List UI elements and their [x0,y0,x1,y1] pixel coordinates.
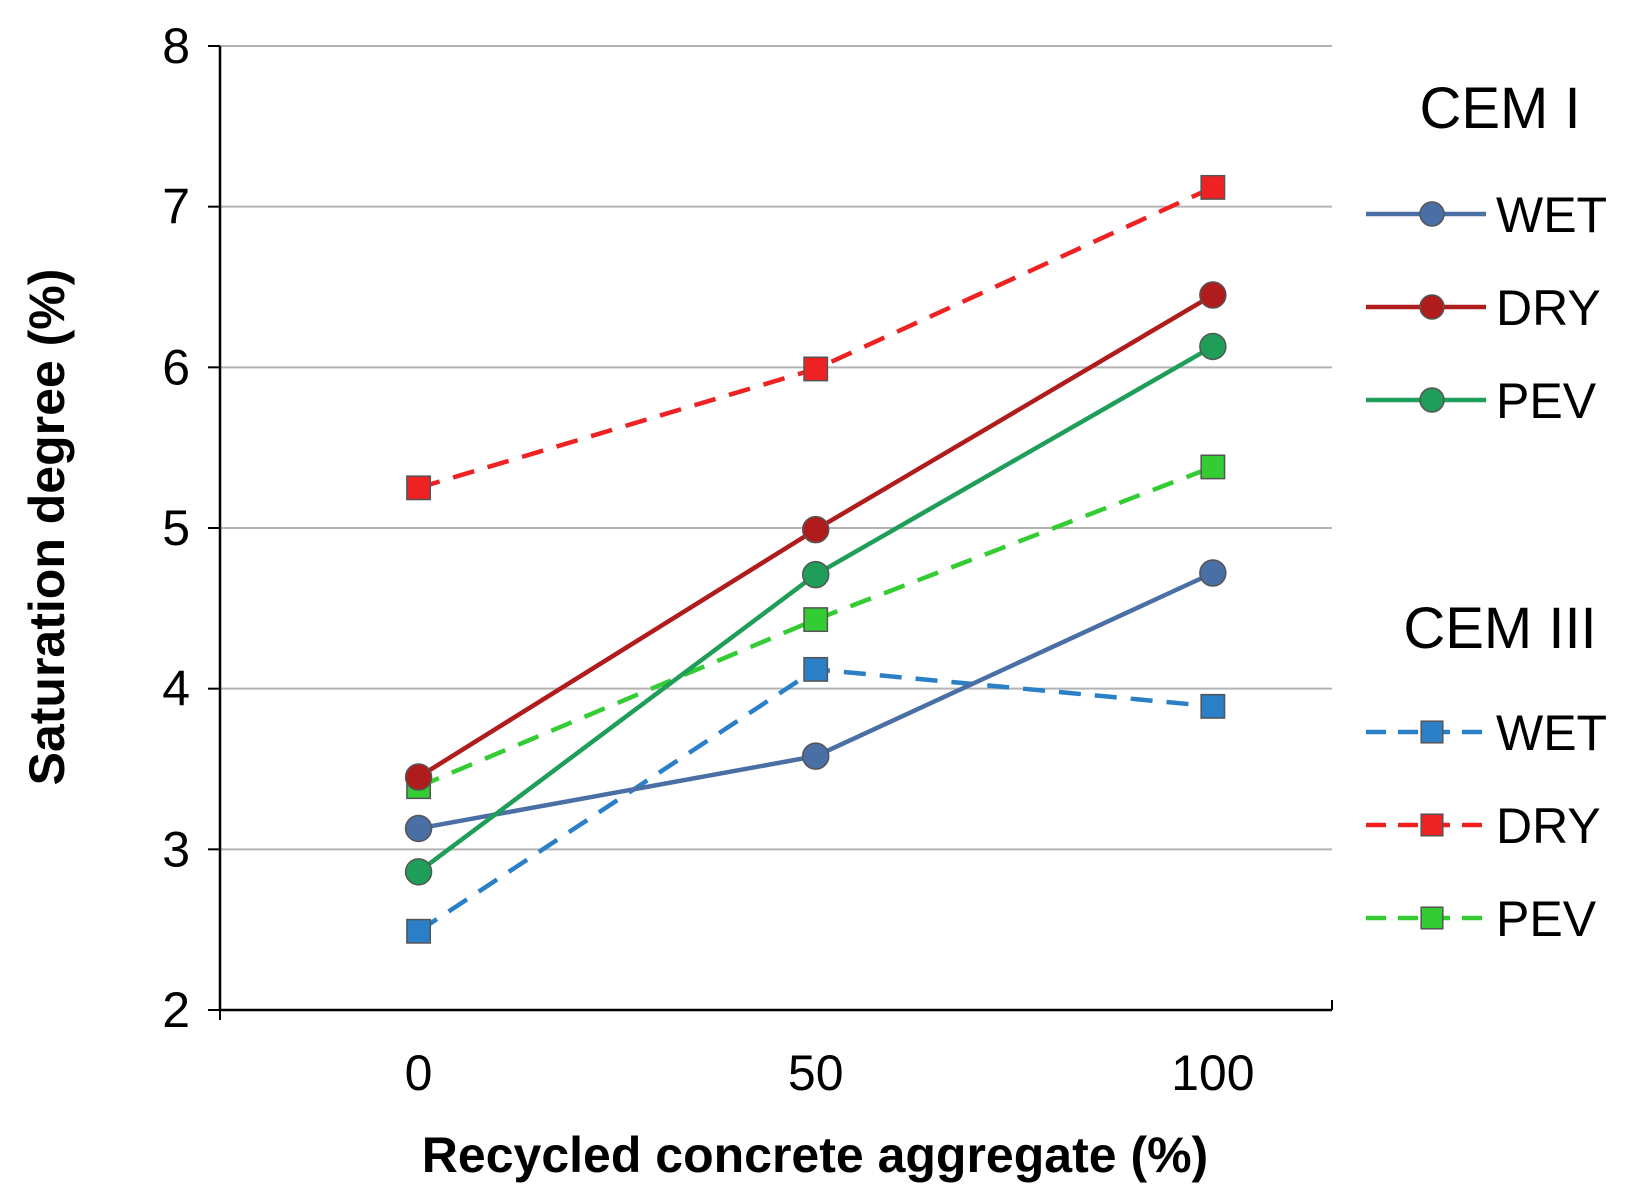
y-tick-label-3: 3 [162,821,190,877]
x-axis-title: Recycled concrete aggregate (%) [422,1127,1208,1183]
legend-label-cem-i-pev: PEV [1496,373,1597,429]
point-cem-i-pev-50 [801,560,830,589]
legend: CEM I WET DRY PEV CEM III WET DRY PEV [1366,76,1607,947]
point-cem-i-pev-100 [1199,332,1227,361]
series-line-cem-iii-dry [417,185,1214,490]
point-cem-iii-dry-0 [406,475,432,501]
y-tick-label-6: 6 [162,339,190,395]
legend-label-cem-iii-pev: PEV [1496,891,1597,947]
y-tick-label-5: 5 [162,500,190,556]
legend-item-cem-i-wet: WET [1366,187,1607,243]
point-cem-iii-wet-50 [803,656,829,682]
axes [208,45,1333,1020]
point-cem-iii-wet-100 [1200,693,1226,719]
point-cem-i-dry-0 [404,763,433,791]
point-cem-i-dry-50 [801,515,830,544]
series-cem-i-pev [404,332,1227,886]
legend-item-cem-iii-dry: DRY [1366,798,1601,854]
y-tick-label-7: 7 [162,179,190,235]
legend-label-cem-i-wet: WET [1496,187,1607,243]
point-cem-iii-dry-50 [803,356,829,382]
series-cem-iii-dry [406,174,1226,501]
legend-swatch-marker-cem-i-dry [1419,294,1445,320]
x-tick-label-0: 0 [405,1045,433,1101]
legend-label-cem-iii-wet: WET [1496,705,1607,761]
legend-swatch-marker-cem-iii-pev [1420,906,1444,930]
legend-label-cem-iii-dry: DRY [1496,798,1601,854]
legend-swatch-marker-cem-iii-dry [1420,813,1444,837]
legend-item-cem-iii-wet: WET [1366,705,1607,761]
series-layer [404,174,1227,944]
point-cem-iii-pev-100 [1200,454,1226,480]
point-cem-i-wet-0 [404,814,433,843]
point-cem-iii-pev-50 [803,607,829,633]
legend-item-cem-iii-pev: PEV [1366,891,1597,947]
y-tick-label-4: 4 [162,661,190,717]
y-tick-label-2: 2 [162,982,190,1038]
point-cem-iii-dry-100 [1200,174,1226,200]
y-tick-label-8: 8 [162,18,190,74]
x-tick-label-50: 50 [788,1045,844,1101]
legend-item-cem-i-dry: DRY [1366,280,1601,336]
legend-item-cem-i-pev: PEV [1366,373,1597,429]
series-line-cem-iii-wet [417,667,1214,934]
point-cem-iii-wet-0 [406,918,432,944]
legend-title-cem-i: CEM I [1419,76,1580,141]
point-cem-i-wet-50 [801,742,830,770]
legend-swatch-marker-cem-iii-wet [1420,720,1444,744]
gridlines [220,45,1332,851]
y-axis-title: Saturation degree (%) [19,269,75,786]
point-cem-i-dry-100 [1199,281,1227,309]
series-cem-iii-wet [406,656,1226,944]
legend-swatch-marker-cem-i-pev [1419,387,1445,413]
series-cem-i-dry [404,281,1227,791]
tick-labels: 2 3 4 5 6 7 8 0 50 100 [162,18,1254,1101]
legend-swatch-marker-cem-i-wet [1419,201,1445,227]
point-cem-i-pev-0 [404,858,433,886]
series-cem-i-wet [404,559,1227,843]
legend-title-cem-iii: CEM III [1403,596,1596,661]
legend-label-cem-i-dry: DRY [1496,280,1601,336]
point-cem-i-wet-100 [1199,559,1227,587]
x-tick-label-100: 100 [1171,1045,1254,1101]
